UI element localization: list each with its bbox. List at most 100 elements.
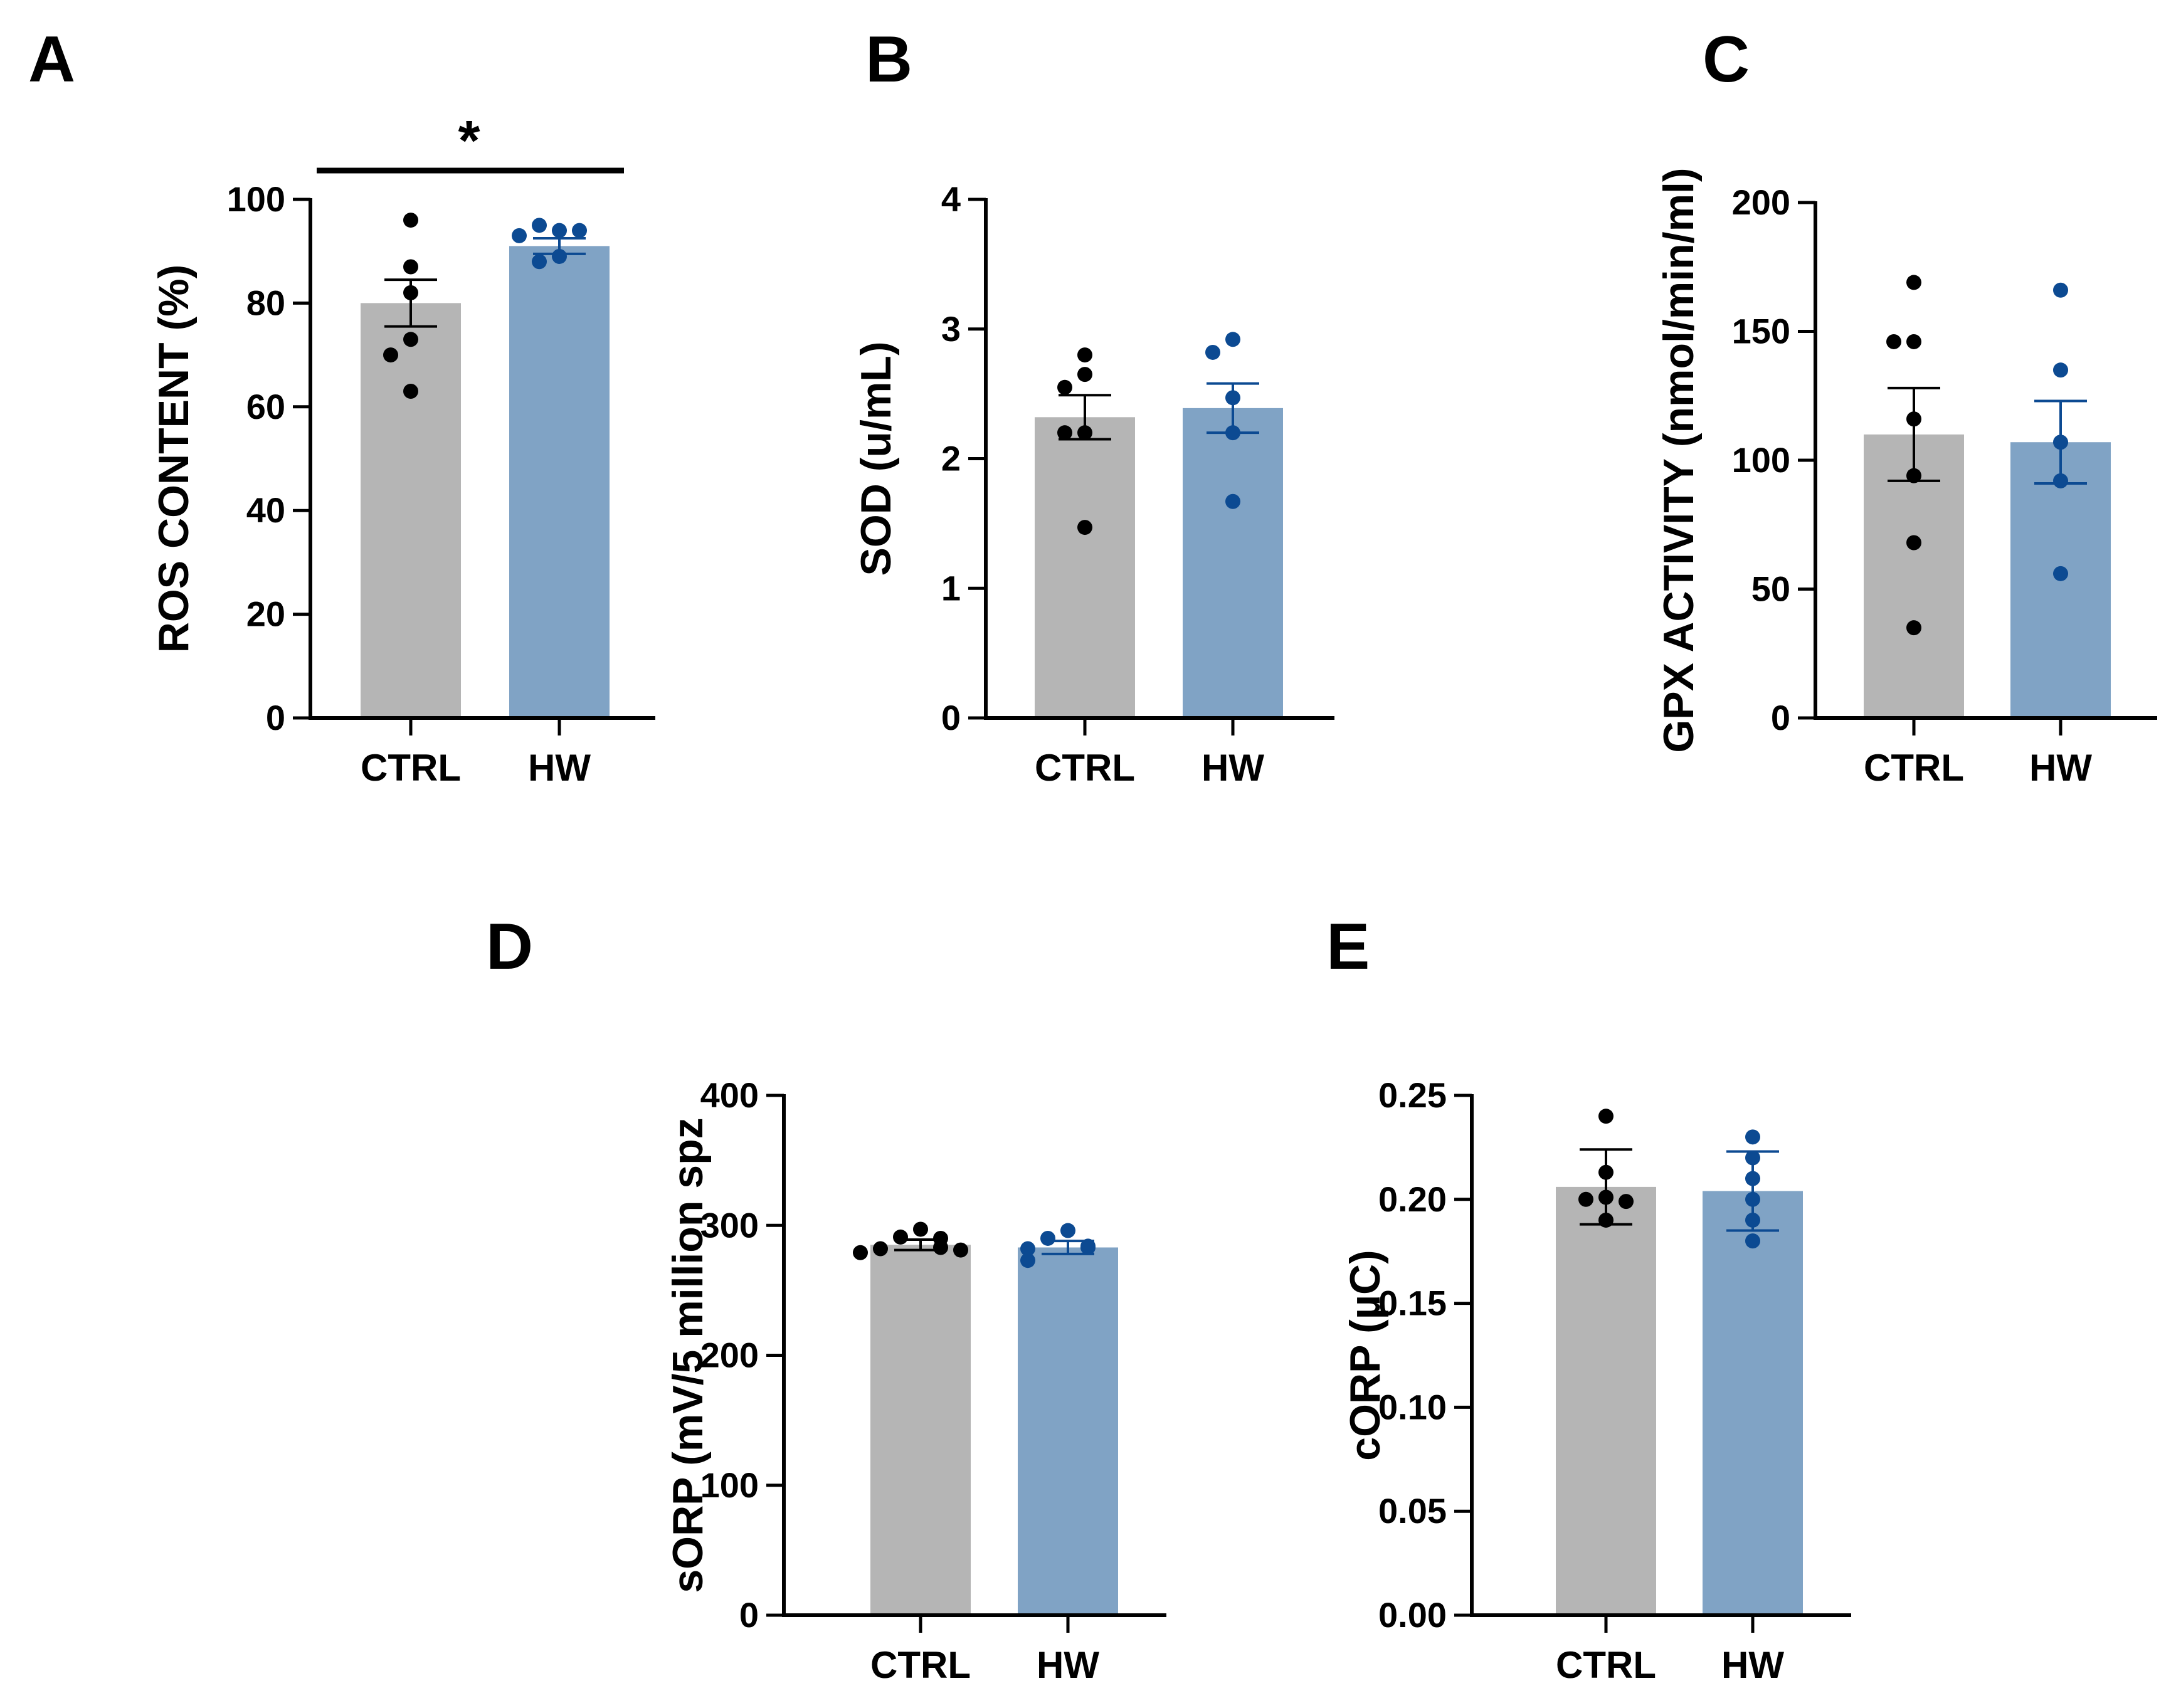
- panel-letter: B: [865, 23, 912, 96]
- data-point-ctrl: [403, 259, 418, 275]
- data-point-hw: [2053, 362, 2068, 378]
- data-point-hw: [552, 223, 567, 238]
- y-tick-label: 100: [700, 1465, 759, 1505]
- data-point-ctrl: [1598, 1212, 1614, 1228]
- data-point-hw: [1020, 1241, 1035, 1257]
- bar-hw: [509, 246, 610, 718]
- data-point-hw: [2053, 566, 2068, 581]
- x-tick-label: CTRL: [361, 747, 461, 789]
- y-tick-label: 1: [941, 568, 961, 608]
- y-tick-label: 100: [1732, 440, 1790, 480]
- data-point-ctrl: [403, 285, 418, 300]
- y-axis-label: ROS CONTENT (%): [150, 265, 198, 653]
- data-point-hw: [1225, 332, 1240, 347]
- data-point-hw: [1745, 1129, 1760, 1145]
- data-point-ctrl: [1619, 1194, 1634, 1210]
- data-point-hw: [572, 223, 587, 238]
- y-tick-label: 150: [1732, 312, 1790, 351]
- panel-letter: C: [1703, 23, 1750, 96]
- y-tick-label: 300: [700, 1205, 759, 1245]
- y-tick-label: 0: [941, 698, 961, 737]
- data-point-ctrl: [1077, 347, 1092, 363]
- data-point-ctrl: [383, 347, 398, 363]
- data-point-hw: [1060, 1223, 1075, 1238]
- data-point-ctrl: [1077, 520, 1092, 535]
- y-tick-label: 0: [1771, 698, 1790, 737]
- chart-panel-a: A 0 20 40 60 80 100 CTRL HW ROS CONTENT (%) *: [28, 23, 655, 789]
- data-point-ctrl: [403, 213, 418, 228]
- data-point-hw: [532, 254, 547, 270]
- data-point-ctrl: [1598, 1109, 1614, 1124]
- x-tick-label: HW: [2029, 747, 2092, 789]
- y-tick-label: 0.20: [1378, 1179, 1447, 1219]
- data-point-ctrl: [1077, 425, 1092, 441]
- data-point-hw: [1225, 390, 1240, 406]
- chart-panel-b: B 0 1 2 3 4 CTRL HW SOD (u/mL): [852, 23, 1334, 789]
- chart-panel-c: C 0 50 100 150 200 CTRL HW GPX ACTIVITY (nmol/mi…: [1655, 23, 2157, 789]
- x-tick-label: HW: [528, 747, 591, 789]
- x-tick-label: CTRL: [1035, 747, 1135, 789]
- x-tick-label: CTRL: [1864, 747, 1964, 789]
- data-point-hw: [2053, 282, 2068, 298]
- data-point-ctrl: [1886, 334, 1901, 349]
- y-tick-label: 0: [266, 698, 285, 737]
- data-point-ctrl: [1906, 620, 1921, 636]
- bar-hw: [1018, 1247, 1118, 1615]
- y-tick-label: 80: [246, 283, 285, 322]
- data-point-ctrl: [873, 1241, 888, 1257]
- data-point-hw: [1020, 1253, 1035, 1268]
- panel-letter: E: [1326, 910, 1370, 983]
- y-tick-label: 200: [700, 1336, 759, 1375]
- x-tick-label: CTRL: [1556, 1644, 1656, 1686]
- y-axis-label: SOD (u/mL): [852, 342, 900, 576]
- y-axis-label: sORP (mV/5 million spz: [664, 1117, 712, 1593]
- data-point-ctrl: [1077, 367, 1092, 382]
- bar-hw: [1183, 408, 1283, 718]
- bar-ctrl: [1035, 417, 1135, 718]
- data-point-hw: [1225, 425, 1240, 441]
- data-point-ctrl: [913, 1221, 928, 1237]
- bar-hw: [1703, 1191, 1803, 1615]
- data-point-hw: [1225, 493, 1240, 509]
- y-tick-label: 50: [1751, 569, 1790, 609]
- y-tick-label: 20: [246, 594, 285, 634]
- data-point-ctrl: [1906, 535, 1921, 551]
- y-tick-label: 0.10: [1378, 1387, 1447, 1426]
- data-point-ctrl: [1578, 1191, 1593, 1207]
- data-point-hw: [512, 228, 527, 243]
- panel-letter: D: [486, 910, 533, 983]
- chart-panel-e: E 0.00 0.05 0.10 0.15 0.20 0.25 CTRL HW cORP (µC): [1326, 910, 1851, 1686]
- data-point-ctrl: [403, 332, 418, 347]
- data-point-ctrl: [853, 1245, 868, 1260]
- y-tick-label: 400: [700, 1075, 759, 1115]
- data-point-ctrl: [403, 383, 418, 399]
- data-point-hw: [1745, 1233, 1760, 1249]
- x-tick-label: HW: [1721, 1644, 1784, 1686]
- data-point-hw: [1745, 1191, 1760, 1207]
- x-tick-label: HW: [1202, 747, 1264, 789]
- data-point-hw: [552, 248, 567, 264]
- data-point-ctrl: [1598, 1164, 1614, 1180]
- data-point-ctrl: [1906, 334, 1921, 349]
- bar-ctrl: [870, 1245, 971, 1615]
- data-point-ctrl: [893, 1229, 908, 1245]
- chart-panel-d: D 0 100 200 300 400 CTRL HW sORP (mV/5 million s…: [486, 910, 1166, 1686]
- y-tick-label: 0: [739, 1595, 759, 1635]
- y-tick-label: 0.00: [1378, 1595, 1447, 1635]
- data-point-ctrl: [1057, 425, 1072, 441]
- data-point-ctrl: [1598, 1189, 1614, 1205]
- data-point-hw: [2053, 435, 2068, 450]
- y-tick-label: 100: [227, 179, 285, 219]
- data-point-ctrl: [933, 1240, 948, 1255]
- data-point-ctrl: [1906, 468, 1921, 483]
- bar-ctrl: [361, 303, 461, 718]
- y-tick-label: 40: [246, 490, 285, 530]
- data-point-hw: [1745, 1212, 1760, 1228]
- bar-ctrl: [1556, 1186, 1656, 1615]
- y-tick-label: 4: [941, 179, 961, 219]
- data-point-ctrl: [953, 1242, 968, 1258]
- data-point-ctrl: [1906, 275, 1921, 290]
- x-tick-label: HW: [1037, 1644, 1099, 1686]
- data-point-hw: [1745, 1171, 1760, 1186]
